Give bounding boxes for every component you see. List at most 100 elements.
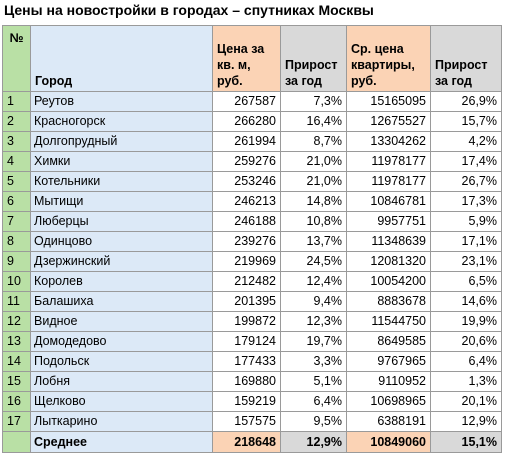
row-price-sqm: 212482 [212,271,281,292]
price-table: № Город Цена за кв. м, руб. Прирост за г… [2,25,502,453]
table-row: 12 Видное 199872 12,3% 11544750 19,9% [2,311,502,332]
table-body: 1 Реутов 267587 7,3% 15165095 26,9% 2 Красногор… [2,91,502,432]
row-price-sqm: 201395 [212,291,281,312]
row-num: 12 [2,311,31,332]
page-title: Цены на новостройки в городах – спутника… [4,2,374,18]
row-growth-price: 24,5% [280,251,347,272]
row-city: Люберцы [30,211,213,232]
row-price-sqm: 267587 [212,91,281,112]
row-avg-price: 9767965 [346,351,431,372]
row-price-sqm: 219969 [212,251,281,272]
row-city: Одинцово [30,231,213,252]
row-price-sqm: 246213 [212,191,281,212]
row-city: Домодедово [30,331,213,352]
header-city: Город [30,25,213,92]
table-row: 1 Реутов 267587 7,3% 15165095 26,9% [2,91,502,112]
row-avg-price: 10698965 [346,391,431,412]
row-growth-price: 21,0% [280,151,347,172]
row-growth-price: 13,7% [280,231,347,252]
row-num: 11 [2,291,31,312]
row-num: 5 [2,171,31,192]
row-price-sqm: 159219 [212,391,281,412]
row-price-sqm: 157575 [212,411,281,432]
table-row: 6 Мытищи 246213 14,8% 10846781 17,3% [2,191,502,212]
row-price-sqm: 266280 [212,111,281,132]
row-price-sqm: 199872 [212,311,281,332]
row-num: 15 [2,371,31,392]
row-growth-avg: 15,7% [430,111,502,132]
row-num: 13 [2,331,31,352]
row-avg-price: 11348639 [346,231,431,252]
row-city: Котельники [30,171,213,192]
row-growth-price: 9,5% [280,411,347,432]
row-growth-price: 14,8% [280,191,347,212]
row-city: Видное [30,311,213,332]
header-row: № Город Цена за кв. м, руб. Прирост за г… [2,25,502,92]
row-growth-price: 7,3% [280,91,347,112]
row-avg-price: 10054200 [346,271,431,292]
row-avg-price: 15165095 [346,91,431,112]
row-num: 1 [2,91,31,112]
row-price-sqm: 261994 [212,131,281,152]
row-growth-avg: 23,1% [430,251,502,272]
row-growth-avg: 26,7% [430,171,502,192]
table-row: 14 Подольск 177433 3,3% 9767965 6,4% [2,351,502,372]
header-price-sqm: Цена за кв. м, руб. [212,25,281,92]
row-growth-avg: 19,9% [430,311,502,332]
footer-row: Среднее 218648 12,9% 10849060 15,1% [2,431,502,453]
row-num: 2 [2,111,31,132]
row-growth-price: 10,8% [280,211,347,232]
footer-growth-avg: 15,1% [430,431,502,453]
row-growth-price: 21,0% [280,171,347,192]
row-city: Подольск [30,351,213,372]
row-growth-avg: 17,4% [430,151,502,172]
row-price-sqm: 239276 [212,231,281,252]
row-avg-price: 11978177 [346,171,431,192]
row-num: 10 [2,271,31,292]
row-growth-price: 19,7% [280,331,347,352]
row-num: 9 [2,251,31,272]
table-row: 10 Королев 212482 12,4% 10054200 6,5% [2,271,502,292]
row-city: Красногорск [30,111,213,132]
row-avg-price: 11978177 [346,151,431,172]
row-growth-price: 12,4% [280,271,347,292]
table-row: 7 Люберцы 246188 10,8% 9957751 5,9% [2,211,502,232]
row-growth-avg: 5,9% [430,211,502,232]
row-growth-avg: 6,5% [430,271,502,292]
header-growth-price: Прирост за год [280,25,347,92]
table-row: 3 Долгопрудный 261994 8,7% 13304262 4,2% [2,131,502,152]
table-row: 16 Щелково 159219 6,4% 10698965 20,1% [2,391,502,412]
footer-num-cell [2,431,31,453]
row-growth-price: 9,4% [280,291,347,312]
row-city: Реутов [30,91,213,112]
header-growth-avg: Прирост за год [430,25,502,92]
footer-label: Среднее [30,431,213,453]
table-row: 2 Красногорск 266280 16,4% 12675527 15,7% [2,111,502,132]
row-avg-price: 8649585 [346,331,431,352]
footer-price: 218648 [212,431,281,453]
row-city: Щелково [30,391,213,412]
table-row: 8 Одинцово 239276 13,7% 11348639 17,1% [2,231,502,252]
row-growth-price: 6,4% [280,391,347,412]
footer-avg-price: 10849060 [346,431,431,453]
row-growth-price: 12,3% [280,311,347,332]
row-num: 17 [2,411,31,432]
row-growth-price: 5,1% [280,371,347,392]
table-row: 17 Лыткарино 157575 9,5% 6388191 12,9% [2,411,502,432]
row-city: Долгопрудный [30,131,213,152]
row-city: Лыткарино [30,411,213,432]
row-num: 4 [2,151,31,172]
row-city: Балашиха [30,291,213,312]
row-price-sqm: 253246 [212,171,281,192]
row-avg-price: 12081320 [346,251,431,272]
row-price-sqm: 259276 [212,151,281,172]
row-growth-avg: 14,6% [430,291,502,312]
row-avg-price: 12675527 [346,111,431,132]
row-price-sqm: 169880 [212,371,281,392]
row-num: 16 [2,391,31,412]
row-growth-avg: 6,4% [430,351,502,372]
row-growth-avg: 4,2% [430,131,502,152]
row-growth-price: 16,4% [280,111,347,132]
row-num: 7 [2,211,31,232]
row-avg-price: 6388191 [346,411,431,432]
